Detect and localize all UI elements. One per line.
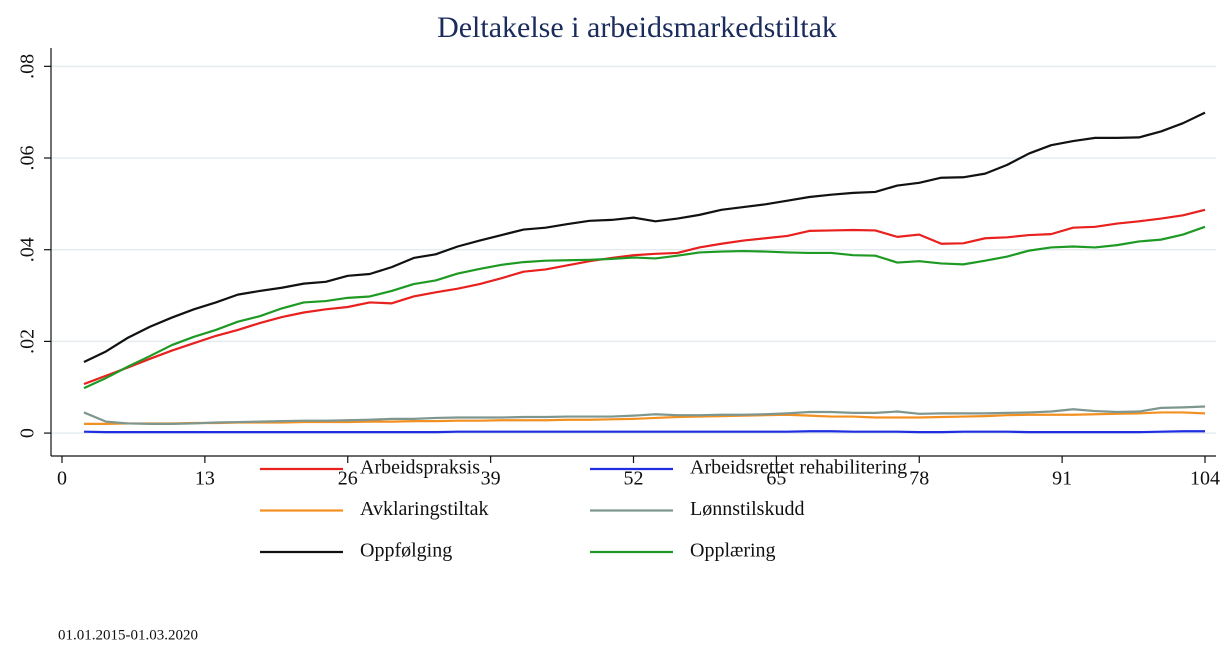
chart-title: Deltakelse i arbeidsmarkedstiltak — [437, 11, 837, 44]
series-line — [83, 411, 1206, 426]
note: 01.01.2015-01.03.2020 — [58, 627, 198, 643]
series-line — [83, 111, 1206, 364]
legend-label: Avklaringstiltak — [360, 498, 489, 520]
series-line — [83, 405, 1206, 426]
series-line — [83, 208, 1206, 386]
legend-label: Oppfølging — [360, 540, 452, 562]
legend-label: Arbeidspraksis — [360, 457, 480, 479]
y-tick-label: 0 — [17, 428, 39, 438]
series-line — [83, 430, 1206, 434]
x-tick-label: 13 — [195, 468, 215, 490]
x-tick-label: 52 — [624, 468, 644, 490]
y-tick-label: .08 — [17, 54, 39, 79]
x-tick-label: 104 — [1190, 468, 1220, 490]
x-tick-label: 91 — [1052, 468, 1072, 490]
y-tick-label: .04 — [17, 237, 39, 262]
series-line — [83, 225, 1206, 390]
legend-label: Arbeidsrettet rehabilitering — [690, 457, 907, 479]
y-tick-label: .02 — [17, 329, 39, 354]
y-tick-label: .06 — [17, 146, 39, 171]
x-tick-label: 39 — [481, 468, 501, 490]
x-tick-label: 78 — [909, 468, 929, 490]
legend-label: Opplæring — [690, 540, 776, 562]
legend-label: Lønnstilskudd — [690, 498, 804, 520]
x-tick-label: 0 — [57, 468, 67, 490]
x-tick-label: 26 — [338, 468, 358, 490]
x-tick-label: 65 — [766, 468, 786, 490]
